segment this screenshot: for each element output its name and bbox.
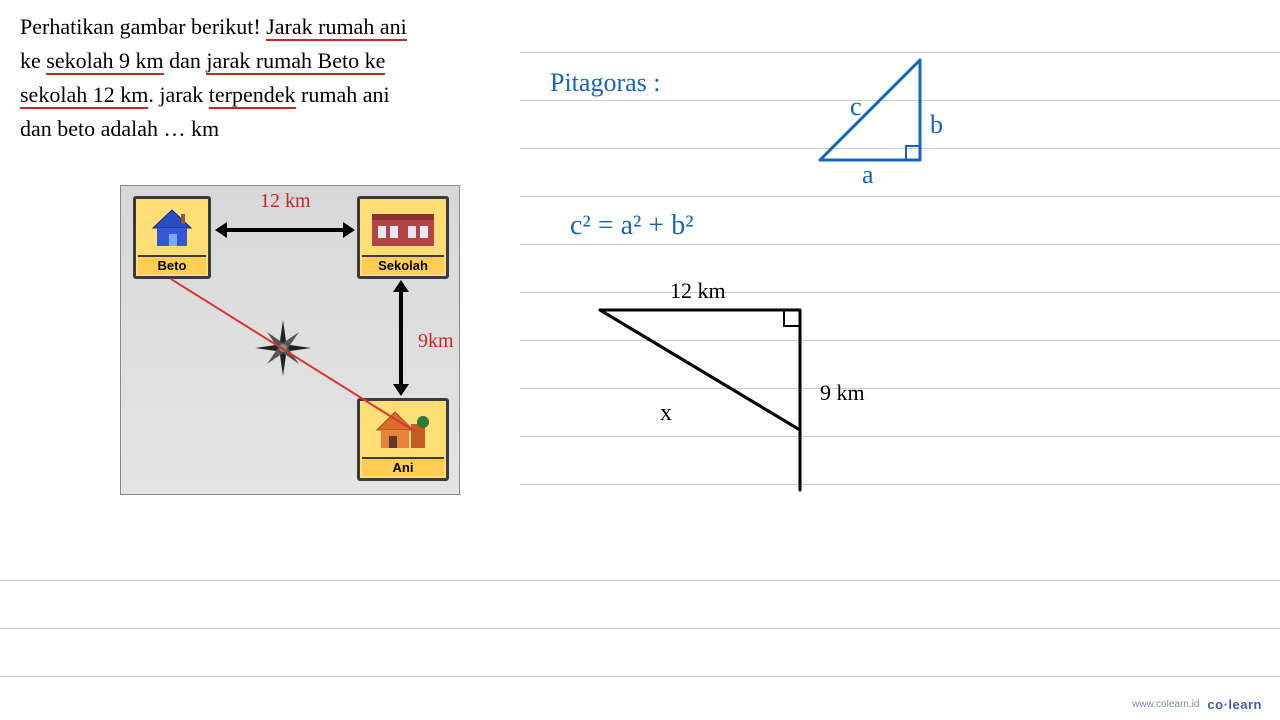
- problem-text-block: Perhatikan gambar berikut! Jarak rumah a…: [20, 10, 490, 146]
- brand-logo: co·learn: [1207, 697, 1262, 712]
- rule-line: [0, 676, 1280, 677]
- label-b: b: [930, 110, 943, 140]
- sekolah-node: Sekolah: [357, 196, 449, 279]
- label-c: c: [850, 92, 862, 122]
- beto-node: Beto: [133, 196, 211, 279]
- ani-label: Ani: [362, 457, 444, 476]
- text-frag: dan: [164, 48, 207, 73]
- rule-line: [0, 628, 1280, 629]
- arrow-sekolah-ani: [399, 290, 403, 386]
- label-12km: 12 km: [670, 278, 726, 304]
- text-frag: . jarak: [148, 82, 208, 107]
- house2-icon: [362, 403, 444, 457]
- annot-9km: 9km: [418, 330, 454, 353]
- text-frag-ul: terpendek: [209, 82, 296, 109]
- line-beto-ani: [171, 278, 416, 432]
- label-a: a: [862, 160, 874, 190]
- text-frag-ul: sekolah 9 km: [46, 48, 163, 75]
- rule-line: [0, 580, 1280, 581]
- annot-12km: 12 km: [260, 190, 311, 213]
- text-frag-ul: Jarak rumah ani: [266, 14, 407, 41]
- footer-brand: www.colearn.id co·learn: [1132, 697, 1262, 712]
- text-frag: Perhatikan gambar berikut!: [20, 14, 266, 39]
- arrow-beto-sekolah: [225, 228, 345, 232]
- footer-url: www.colearn.id: [1132, 699, 1199, 710]
- text-frag: rumah ani: [296, 82, 390, 107]
- text-frag-ul: sekolah 12 km: [20, 82, 148, 109]
- text-frag: dan beto adalah … km: [20, 116, 219, 141]
- ani-node: Ani: [357, 398, 449, 481]
- school-icon: [362, 201, 444, 255]
- house-icon: [138, 201, 206, 255]
- pitagoras-title: Pitagoras :: [550, 68, 661, 98]
- label-x: x: [660, 400, 672, 427]
- label-9km: 9 km: [820, 380, 865, 406]
- sekolah-label: Sekolah: [362, 255, 444, 274]
- text-frag: ke: [20, 48, 46, 73]
- problem-text: Perhatikan gambar berikut! Jarak rumah a…: [20, 10, 490, 146]
- problem-diagram: Beto Sekolah Ani: [120, 185, 460, 495]
- beto-label: Beto: [138, 255, 206, 274]
- text-frag-ul: jarak rumah Beto ke: [206, 48, 385, 75]
- formula: c² = a² + b²: [570, 210, 694, 242]
